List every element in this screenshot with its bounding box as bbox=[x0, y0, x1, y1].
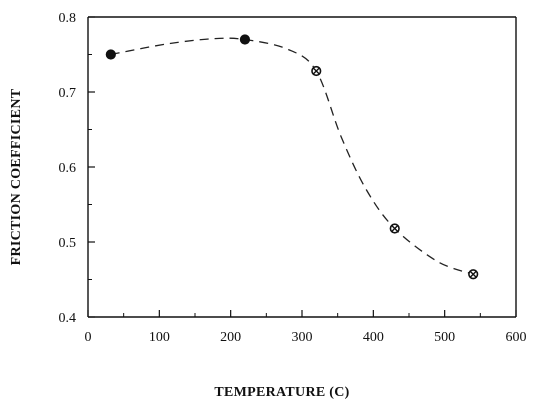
data-point bbox=[239, 34, 251, 45]
data-point bbox=[311, 65, 322, 77]
y-tick-label: 0.7 bbox=[59, 86, 77, 101]
data-point bbox=[105, 49, 116, 60]
x-axis-ticks: 0 100 200 300 400 500 600 bbox=[85, 310, 527, 345]
x-tick-label: 400 bbox=[363, 330, 384, 345]
y-axis-title: FRICTION COEFFICIENT bbox=[9, 88, 24, 265]
y-tick-label: 0.5 bbox=[59, 236, 77, 251]
x-tick-label: 0 bbox=[85, 330, 92, 345]
y-tick-label: 0.8 bbox=[59, 11, 77, 26]
plot-frame bbox=[87, 16, 517, 318]
dashed-trend-curve bbox=[110, 37, 474, 275]
x-tick-label: 600 bbox=[506, 330, 527, 345]
x-tick-label: 300 bbox=[292, 330, 313, 345]
y-axis-ticks: 0.4 0.5 0.6 0.7 0.8 bbox=[59, 11, 95, 326]
data-point bbox=[468, 269, 479, 280]
x-tick-label: 100 bbox=[149, 330, 170, 345]
x-tick-label: 500 bbox=[434, 330, 455, 345]
data-points bbox=[105, 34, 479, 280]
y-tick-label: 0.6 bbox=[59, 161, 77, 176]
x-tick-label: 200 bbox=[220, 330, 241, 345]
y-tick-label: 0.4 bbox=[59, 311, 77, 326]
data-point bbox=[389, 223, 400, 234]
x-axis-title: TEMPERATURE (C) bbox=[214, 385, 349, 400]
